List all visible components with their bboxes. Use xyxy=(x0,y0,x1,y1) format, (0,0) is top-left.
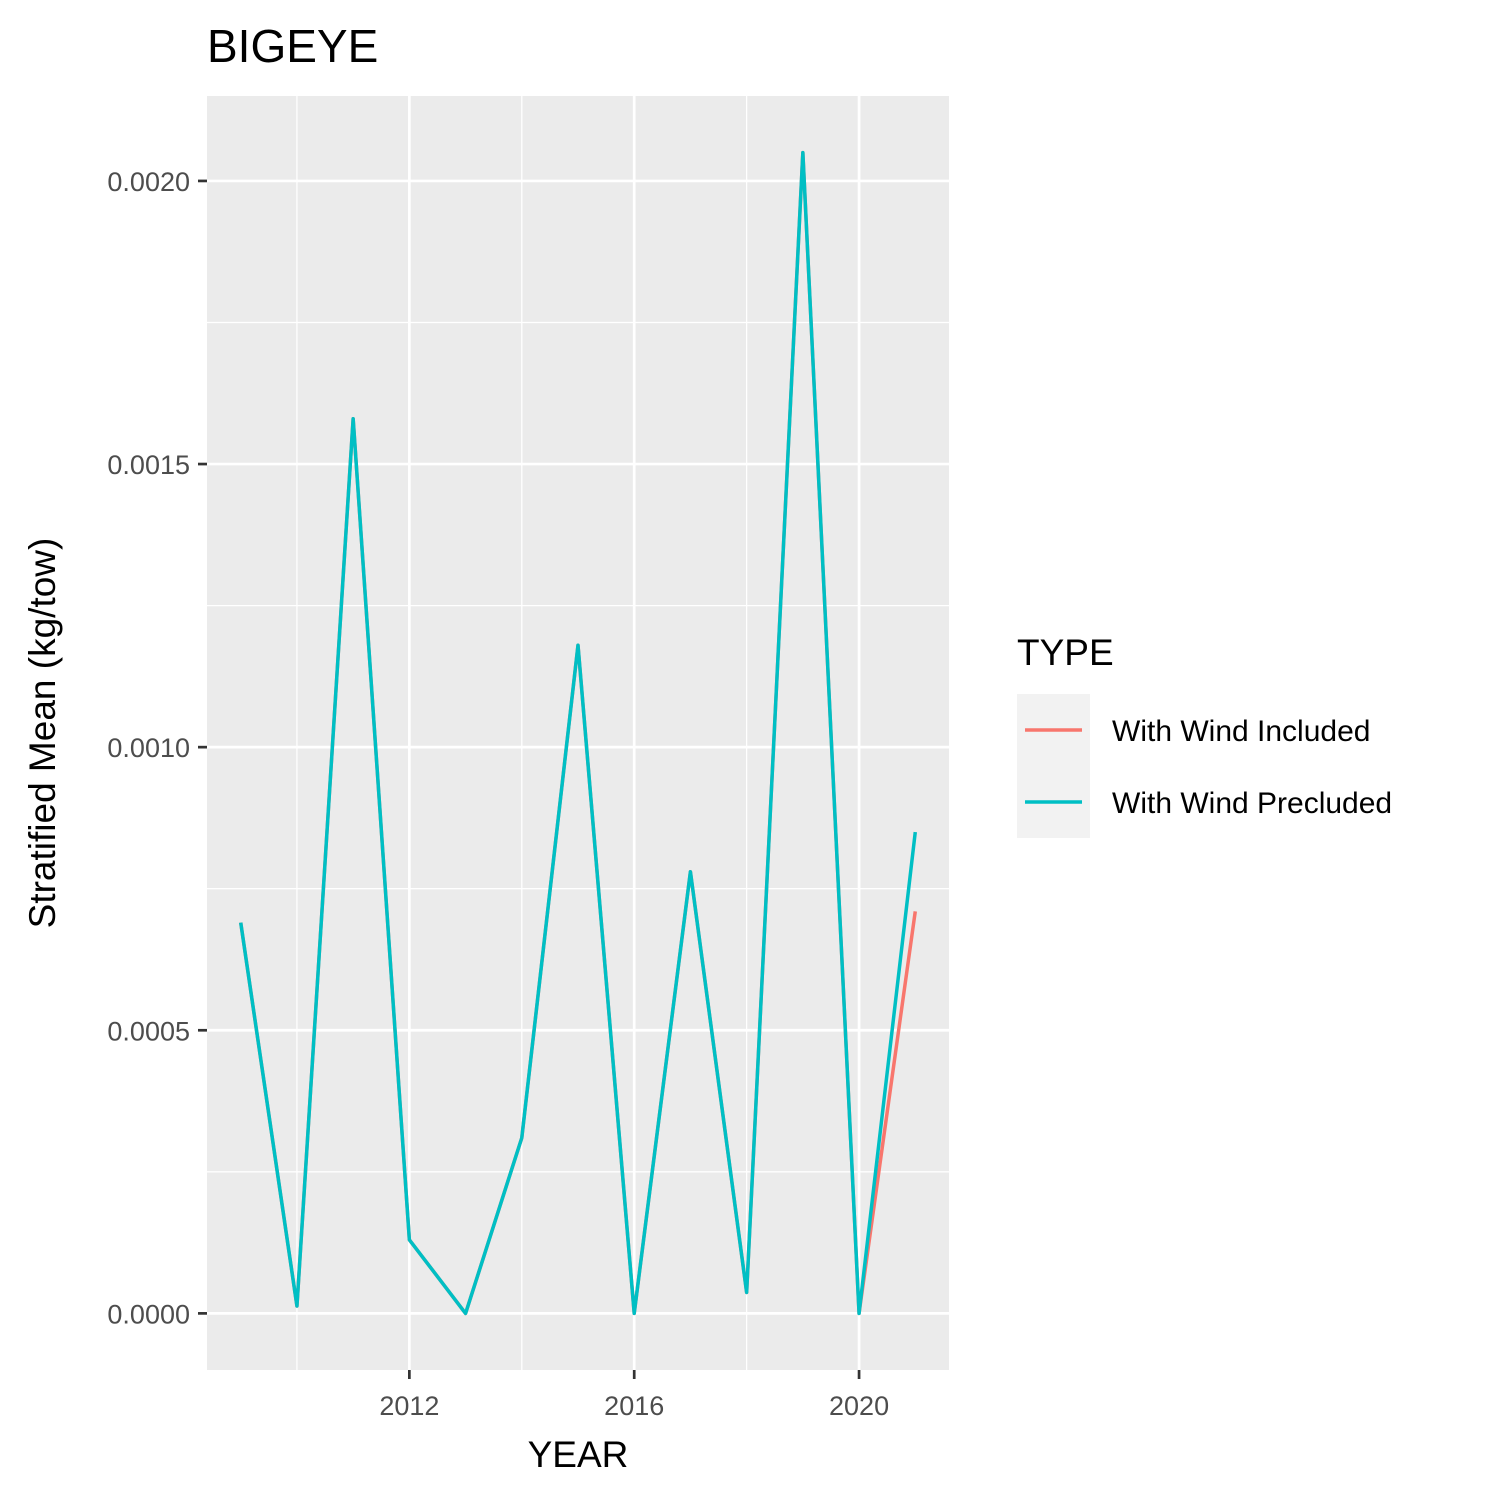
y-axis-title: Stratified Mean (kg/tow) xyxy=(22,538,63,929)
y-tick-label: 0.0000 xyxy=(107,1299,190,1329)
chart-title: BIGEYE xyxy=(207,20,378,72)
axes: 2012 2016 2020 0.0000 0.0005 0.0010 0.0015 0.00… xyxy=(107,167,889,1421)
x-tick-label: 2020 xyxy=(829,1391,889,1421)
legend-label-with-wind-precluded: With Wind Precluded xyxy=(1112,787,1392,820)
plot-panel xyxy=(207,96,949,1370)
y-tick-label: 0.0010 xyxy=(107,733,190,763)
x-axis-title: YEAR xyxy=(528,1434,629,1475)
y-tick-label: 0.0005 xyxy=(107,1016,190,1046)
x-tick-label: 2016 xyxy=(604,1391,664,1421)
legend-key-background xyxy=(1017,694,1090,838)
y-tick-label: 0.0015 xyxy=(107,450,190,480)
y-tick-label: 0.0020 xyxy=(107,167,190,197)
series-lines xyxy=(238,150,918,1316)
legend: TYPE With Wind Included With Wind Preclu… xyxy=(1017,632,1392,838)
legend-title: TYPE xyxy=(1017,632,1114,673)
x-tick-label: 2012 xyxy=(379,1391,439,1421)
legend-label-with-wind-included: With Wind Included xyxy=(1112,715,1370,748)
series-line-with-wind-precluded xyxy=(238,150,918,1316)
grid-lines xyxy=(207,96,949,1370)
